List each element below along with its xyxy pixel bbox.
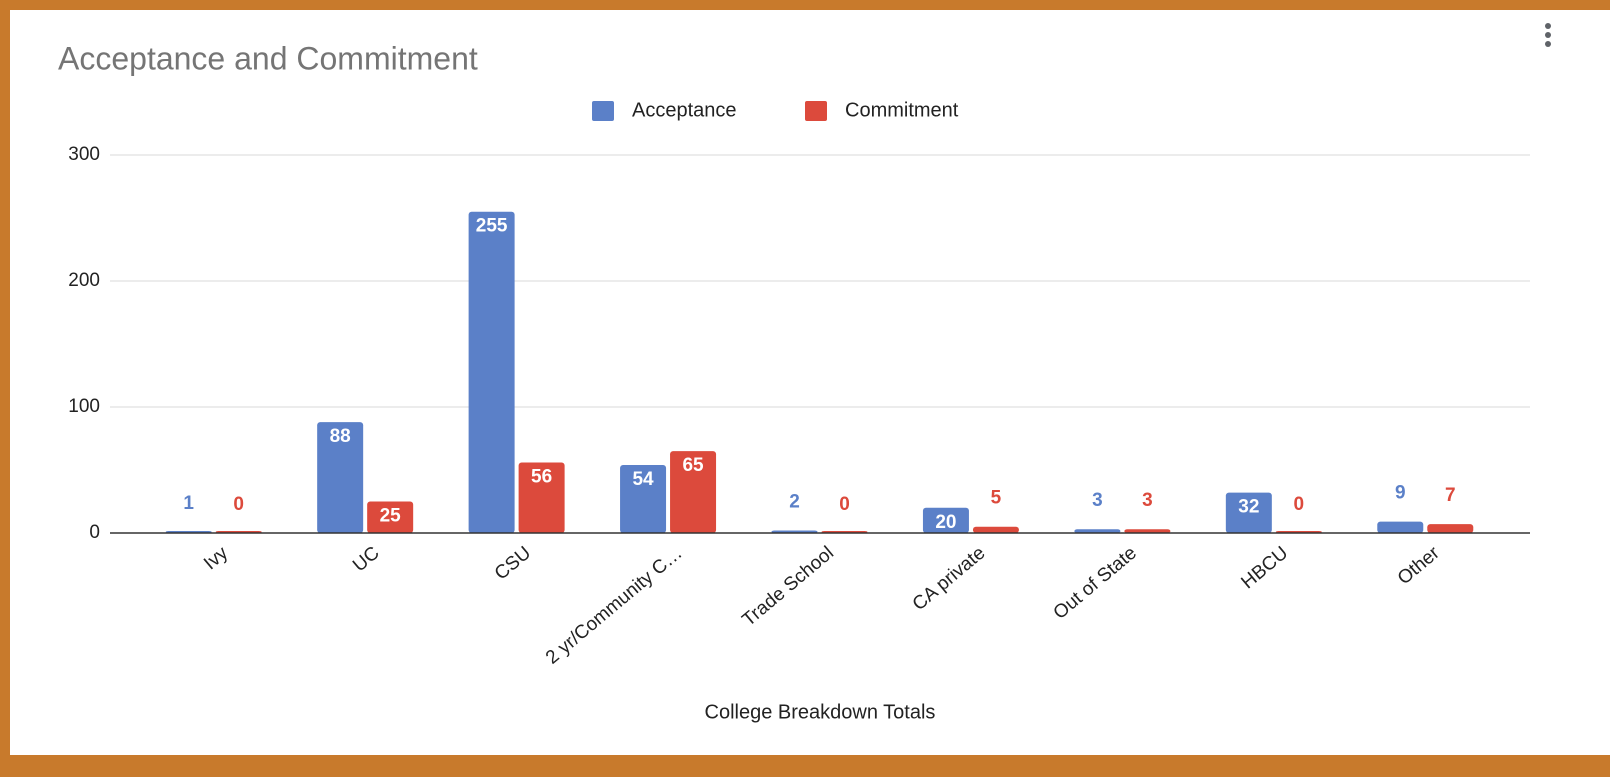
legend-label: Acceptance [632,99,737,121]
data-label: 1 [183,493,194,514]
bar [1377,521,1424,533]
data-label: 32 [1238,497,1259,518]
bar [367,501,414,533]
bar [620,464,667,533]
data-label: 20 [935,512,956,533]
data-label: 2 [789,491,800,512]
bar [972,526,1019,533]
bar [670,451,717,533]
legend-label: Commitment [845,99,959,121]
x-axis-title: College Breakdown Totals [705,701,936,723]
menu-icon[interactable] [1545,23,1551,47]
chart-area [10,10,1610,755]
data-label: 7 [1445,485,1456,506]
chart-title: Acceptance and Commitment [58,40,478,76]
bar [1427,524,1474,533]
bar [1074,529,1121,533]
data-label: 3 [1142,490,1153,511]
data-label: 0 [1294,494,1305,515]
data-label: 0 [839,494,850,515]
data-label: 9 [1395,483,1406,504]
data-label: 3 [1092,490,1103,511]
legend-swatch [805,101,827,121]
y-tick-label: 0 [89,522,100,543]
legend-swatch [592,101,614,121]
bar [317,422,364,533]
data-label: 255 [476,216,508,237]
y-tick-label: 100 [68,396,100,417]
data-label: 65 [682,455,704,476]
data-label: 54 [632,469,654,490]
data-label: 25 [380,506,402,527]
bar [468,211,515,533]
data-label: 5 [991,488,1002,509]
y-tick-label: 200 [68,270,100,291]
y-tick-label: 300 [68,144,100,165]
bar [1124,529,1171,533]
data-label: 0 [233,494,244,515]
data-label: 56 [531,466,552,487]
data-label: 88 [330,426,351,447]
bar [518,462,565,533]
bar [1225,492,1272,533]
bar [922,507,969,533]
